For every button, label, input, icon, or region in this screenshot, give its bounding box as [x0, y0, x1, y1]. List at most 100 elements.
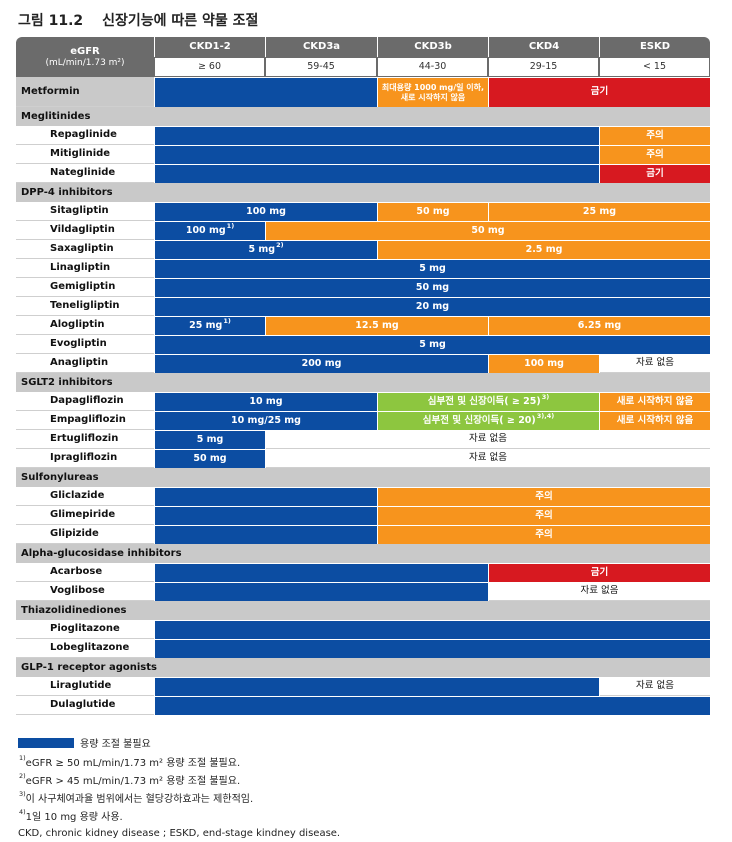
- drug-metformin: Metformin: [16, 77, 154, 107]
- dose-cell-linagliptin-0: 5 mg: [155, 260, 710, 278]
- category-label: Alpha-glucosidase inhibitors: [21, 547, 182, 559]
- category-label: Thiazolidinediones: [21, 604, 127, 616]
- dose-cell-nateglinide-0: [155, 165, 599, 183]
- dose-cell-gemigliptin-0: 50 mg: [155, 279, 710, 297]
- stage-name: CKD3b: [414, 41, 452, 53]
- footnote-marker: 2): [276, 241, 284, 250]
- drug-name: Sitagliptin: [50, 205, 109, 217]
- stage-header-ckd4: CKD4: [488, 37, 599, 57]
- drug-name: Dulaglutide: [50, 699, 116, 711]
- drug-empagliflozin: Empagliflozin: [16, 411, 154, 430]
- dose-label: 12.5 mg: [355, 319, 399, 331]
- drug-name: Mitiglinide: [50, 148, 111, 160]
- dose-label: 25 mg: [582, 205, 617, 217]
- dose-label: 자료 없음: [636, 357, 674, 369]
- dose-cell-alogliptin-2: 6.25 mg: [489, 317, 710, 335]
- category-sulfonylureas: Sulfonylureas: [16, 468, 710, 487]
- dose-label: 자료 없음: [469, 452, 507, 464]
- drug-name: Metformin: [21, 85, 80, 97]
- dose-cell-ertugliflozin-1: 자료 없음: [266, 431, 710, 449]
- drug-adjustment-table: eGFR (mL/min/1.73 m²) CKD1-2 ≥ 60 CKD3a 59-…: [16, 37, 710, 727]
- dose-cell-vildagliptin-1: 50 mg: [266, 222, 710, 240]
- footnote-marker: 3): [541, 393, 550, 402]
- figure-number: 그림 11.2: [18, 13, 84, 29]
- dose-cell-ipragliflozin-1: 자료 없음: [266, 450, 710, 468]
- drug-teneligliptin: Teneligliptin: [16, 297, 154, 316]
- dose-label: 심부전 및 신장이득( ≥ 20): [422, 414, 536, 426]
- egfr-unit: (mL/min/1.73 m²): [45, 57, 125, 68]
- legend-no-adjust-label: 용량 조절 불필요: [80, 739, 151, 750]
- legend: 용량 조절 불필요 1) eGFR ≥ 50 mL/min/1.73 m² 용량 …: [18, 733, 718, 842]
- footnote-4-mark: 4): [19, 808, 26, 816]
- dose-cell-dapagliflozin-2: 새로 시작하지 않음: [600, 393, 710, 411]
- stage-range-value: ≥ 60: [197, 60, 222, 72]
- dose-cell-metformin-1: 최대용량 1000 mg/일 이하, 새로 시작하지 않음: [378, 78, 488, 107]
- drug-dulaglutide: Dulaglutide: [16, 696, 154, 715]
- dose-cell-anagliptin-1: 100 mg: [489, 355, 599, 373]
- drug-alogliptin: Alogliptin: [16, 316, 154, 335]
- drug-sitagliptin: Sitagliptin: [16, 202, 154, 221]
- dose-label: 100 mg: [246, 205, 286, 217]
- category-thiazolidinediones: Thiazolidinediones: [16, 601, 710, 620]
- dose-cell-evogliptin-0: 5 mg: [155, 336, 710, 354]
- egfr-header: eGFR (mL/min/1.73 m²): [16, 37, 154, 77]
- drug-name: Pioglitazone: [50, 623, 120, 635]
- drug-name: Ipragliflozin: [50, 452, 118, 464]
- dose-label: 새로 시작하지 않음: [616, 395, 694, 407]
- stage-range-value: 29-15: [529, 60, 558, 72]
- stage-header-eskd: ESKD: [599, 37, 710, 57]
- dose-cell-liraglutide-1: 자료 없음: [600, 678, 710, 696]
- dose-label: 주의: [646, 129, 664, 141]
- dose-label: 50 mg: [193, 452, 227, 464]
- drug-anagliptin: Anagliptin: [16, 354, 154, 373]
- drug-vildagliptin: Vildagliptin: [16, 221, 154, 240]
- category-glp-1-receptor-agonists: GLP-1 receptor agonists: [16, 658, 710, 677]
- drug-glipizide: Glipizide: [16, 525, 154, 544]
- footnote-1-mark: 1): [19, 754, 26, 762]
- dose-label: 금기: [590, 86, 609, 98]
- dose-cell-lobeglitazone-0: [155, 640, 710, 658]
- category-meglitinides: Meglitinides: [16, 107, 710, 126]
- drug-acarbose: Acarbose: [16, 563, 154, 582]
- dose-label: 6.25 mg: [577, 319, 622, 331]
- dose-label: 100 mg: [524, 357, 564, 369]
- dose-label: 주의: [535, 490, 553, 502]
- category-dpp-4-inhibitors: DPP-4 inhibitors: [16, 183, 710, 202]
- dose-label: 5 mg: [419, 262, 446, 274]
- drug-name: Anagliptin: [50, 357, 109, 369]
- dose-cell-acarbose-1: 금기: [489, 564, 710, 582]
- stage-range-ckd1-2: ≥ 60: [154, 57, 265, 77]
- stage-name: CKD3a: [302, 41, 341, 53]
- figure-caption: 신장기능에 따른 약물 조절: [102, 13, 259, 29]
- drug-voglibose: Voglibose: [16, 582, 154, 601]
- dose-cell-voglibose-1: 자료 없음: [489, 583, 710, 601]
- drug-lobeglitazone: Lobeglitazone: [16, 639, 154, 658]
- footnote-1: 1) eGFR ≥ 50 mL/min/1.73 m² 용량 조절 불필요.: [18, 752, 718, 770]
- stage-name: CKD4: [528, 41, 560, 53]
- dose-cell-mitiglinide-1: 주의: [600, 146, 710, 164]
- category-sglt2-inhibitors: SGLT2 inhibitors: [16, 373, 710, 392]
- drug-name: Saxagliptin: [50, 243, 114, 255]
- dose-cell-dapagliflozin-0: 10 mg: [155, 393, 377, 411]
- category-label: GLP-1 receptor agonists: [21, 661, 157, 673]
- drug-name: Teneligliptin: [50, 300, 120, 312]
- drug-name: Glimepiride: [50, 509, 116, 521]
- dose-label: 자료 없음: [469, 433, 507, 445]
- footnote-2-text: eGFR > 45 mL/min/1.73 m² 용량 조절 불필요.: [25, 775, 241, 787]
- dose-cell-repaglinide-1: 주의: [600, 127, 710, 145]
- dose-cell-glipizide-1: 주의: [378, 526, 710, 544]
- drug-pioglitazone: Pioglitazone: [16, 620, 154, 639]
- category-label: Meglitinides: [21, 110, 91, 122]
- footnote-marker: 3),4): [536, 412, 555, 421]
- dose-cell-saxagliptin-1: 2.5 mg: [378, 241, 710, 259]
- dose-cell-pioglitazone-0: [155, 621, 710, 639]
- dose-cell-sitagliptin-1: 50 mg: [378, 203, 488, 221]
- footnote-marker: 1): [223, 317, 231, 326]
- dose-label: 25 mg: [189, 319, 223, 331]
- drug-liraglutide: Liraglutide: [16, 677, 154, 696]
- drug-ertugliflozin: Ertugliflozin: [16, 430, 154, 449]
- footnote-3-mark: 3): [19, 790, 26, 798]
- figure-title: 그림 11.2 신장기능에 따른 약물 조절: [18, 10, 258, 30]
- drug-nateglinide: Nateglinide: [16, 164, 154, 183]
- footnote-2: 2) eGFR > 45 mL/min/1.73 m² 용량 조절 불필요.: [18, 770, 718, 788]
